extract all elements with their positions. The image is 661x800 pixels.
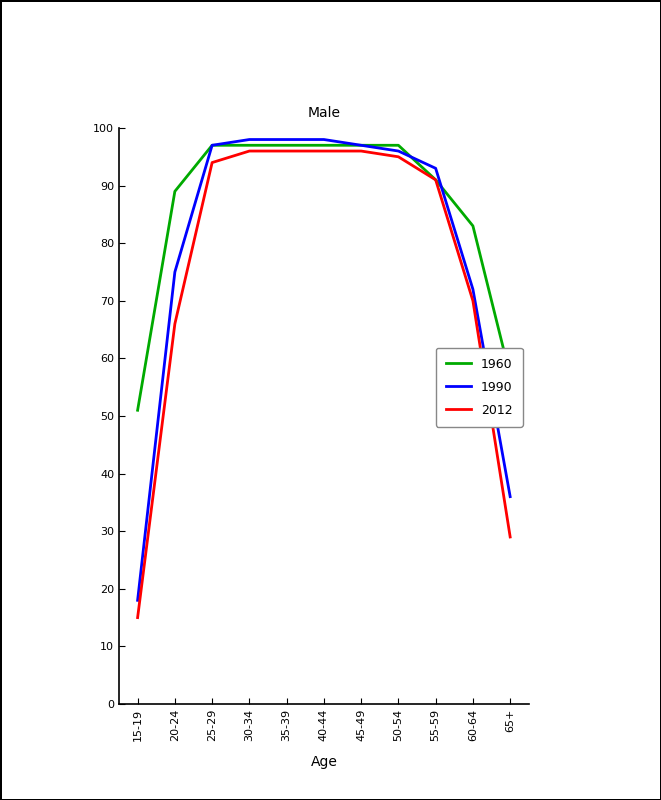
Line: 2012: 2012 [137,151,510,618]
1990 [357,141,365,150]
1960 [245,141,253,150]
X-axis label: Age: Age [311,755,337,769]
2012 [469,296,477,306]
1990 [245,134,253,144]
1960 [283,141,291,150]
1960 [469,221,477,230]
Title: Male: Male [307,106,340,120]
Line: 1990: 1990 [137,139,510,600]
2012 [171,319,179,329]
1960 [134,406,141,415]
1960 [171,186,179,196]
1990 [134,595,141,605]
1990 [283,134,291,144]
1960 [432,175,440,185]
1990 [506,492,514,502]
2012 [357,146,365,156]
2012 [208,158,216,167]
2012 [395,152,403,162]
1990 [171,267,179,277]
1960 [320,141,328,150]
1990 [320,134,328,144]
2012 [283,146,291,156]
Legend: 1960, 1990, 2012: 1960, 1990, 2012 [436,348,523,426]
2012 [320,146,328,156]
1990 [432,163,440,173]
1960 [395,141,403,150]
1960 [357,141,365,150]
2012 [506,532,514,542]
1990 [208,141,216,150]
1990 [469,285,477,294]
1960 [208,141,216,150]
1960 [506,371,514,381]
Line: 1960: 1960 [137,146,510,410]
2012 [245,146,253,156]
2012 [432,175,440,185]
1990 [395,146,403,156]
2012 [134,613,141,622]
